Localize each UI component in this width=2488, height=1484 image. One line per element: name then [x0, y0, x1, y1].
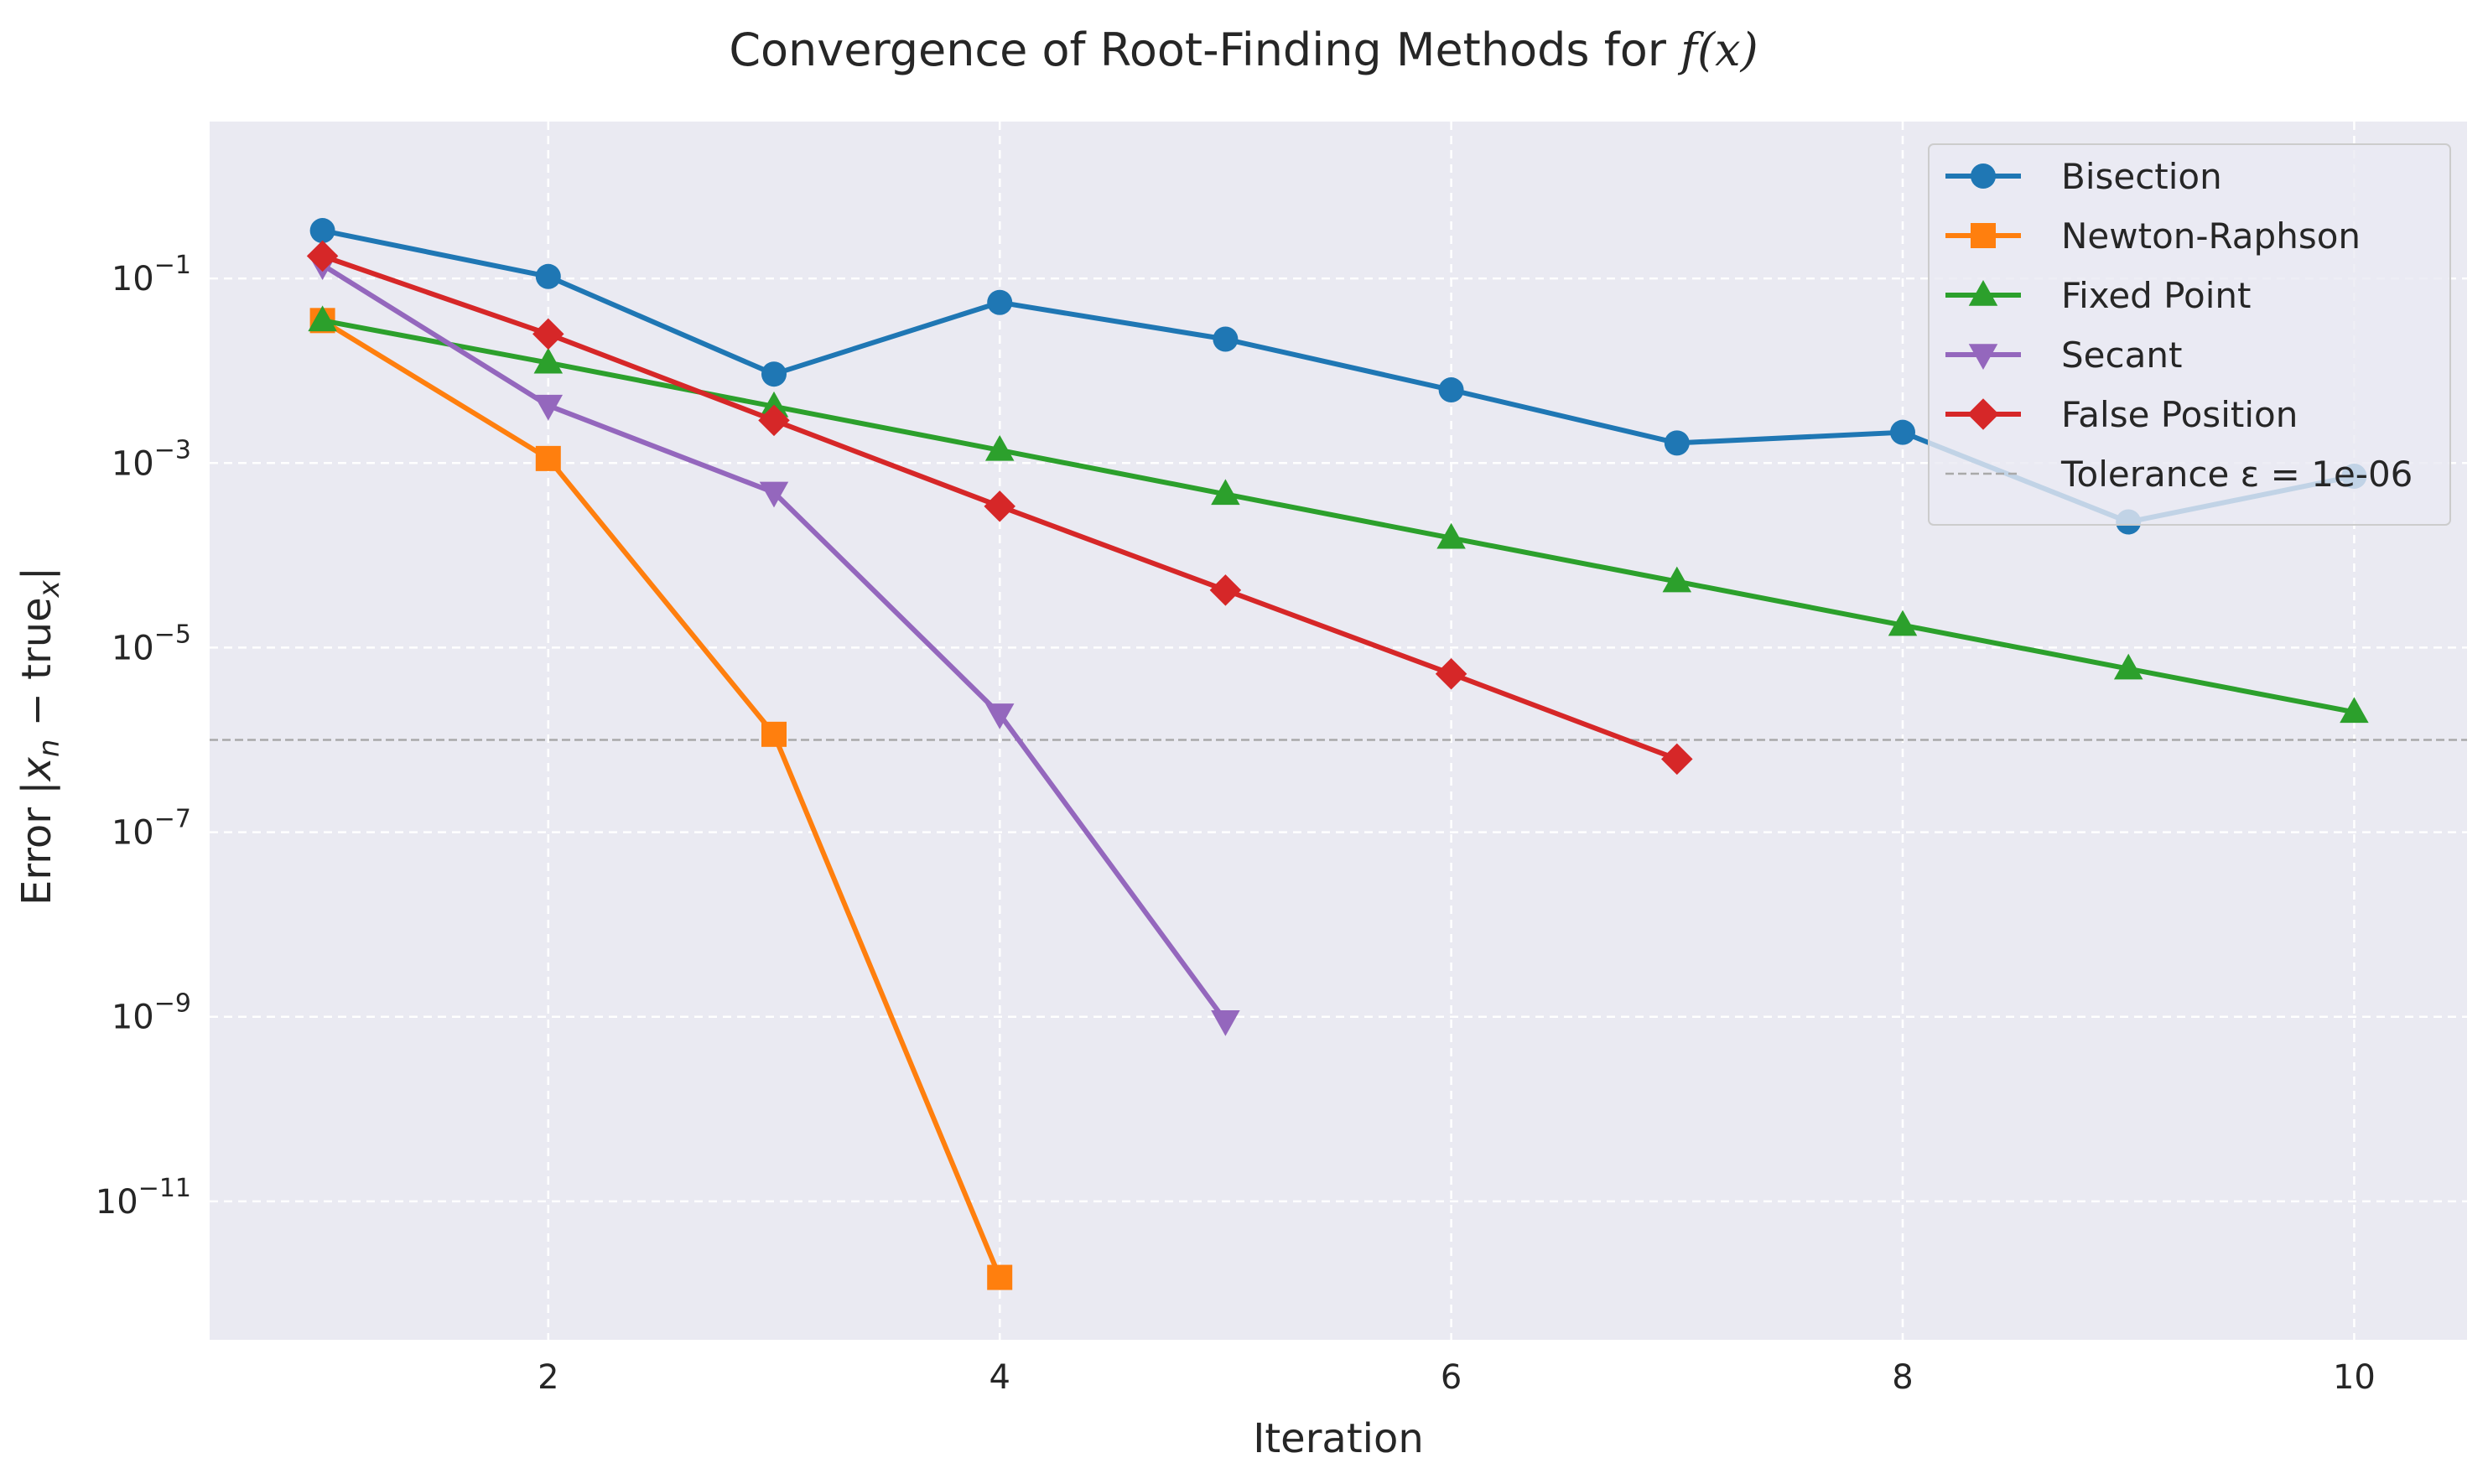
legend-label: Fixed Point: [2061, 275, 2251, 316]
data-point-false-position: [758, 404, 790, 437]
data-point-newton-raphson: [535, 445, 561, 471]
y-tick-label: 10−7: [112, 805, 191, 853]
x-tick-label: 2: [538, 1358, 558, 1397]
data-point-bisection: [987, 289, 1013, 315]
legend-marker-false-position: [1967, 398, 1999, 430]
data-point-secant: [533, 394, 564, 421]
data-point-bisection: [1213, 326, 1239, 352]
x-axis-label: Iteration: [1253, 1415, 1424, 1462]
data-point-bisection: [535, 263, 561, 289]
data-point-fixed-point: [2113, 653, 2143, 680]
series-layer: [306, 218, 2369, 1290]
data-point-fixed-point: [533, 347, 564, 374]
data-point-fixed-point: [308, 305, 337, 332]
data-point-bisection: [761, 361, 787, 387]
data-point-fixed-point: [1888, 610, 1918, 636]
legend-label: False Position: [2061, 394, 2298, 435]
y-tick-label: 10−1: [112, 251, 191, 298]
x-axis-ticks: 2 4 6 8 10: [538, 1358, 2376, 1397]
series-fixed-point: [308, 305, 2369, 724]
chart-title: Convergence of Root-Finding Methods for …: [729, 23, 1758, 76]
data-point-secant: [984, 703, 1015, 729]
chart-title-math: f(x): [1677, 23, 1758, 76]
data-point-bisection: [1664, 430, 1690, 456]
legend-box: [1928, 143, 2451, 526]
x-tick-label: 4: [989, 1358, 1010, 1397]
legend-marker-newton-raphson: [1971, 223, 1996, 248]
y-tick-label: 10−11: [96, 1174, 191, 1222]
data-point-secant: [759, 481, 789, 508]
data-point-secant: [1211, 1010, 1240, 1036]
data-point-fixed-point: [984, 434, 1015, 461]
data-point-fixed-point: [1436, 522, 1466, 549]
legend: Bisection Newton-Raphson Fixed Point Secant…: [1928, 143, 2451, 526]
y-axis-ticks: 10−11 10−9 10−7 10−5 10−3 10−1: [96, 251, 191, 1222]
y-axis-label: Error |xn − truex|: [13, 567, 66, 905]
legend-label: Newton-Raphson: [2061, 215, 2361, 257]
y-tick-label: 10−9: [112, 989, 191, 1037]
legend-label: Secant: [2061, 335, 2182, 376]
x-tick-label: 6: [1441, 1358, 1462, 1397]
legend-marker-fixed-point: [1968, 280, 1998, 306]
data-point-false-position: [532, 318, 564, 350]
x-tick-label: 8: [1892, 1358, 1913, 1397]
data-point-fixed-point: [1662, 566, 1692, 593]
data-point-newton-raphson: [987, 1264, 1013, 1290]
y-tick-label: 10−5: [112, 620, 191, 667]
x-tick-label: 10: [2333, 1358, 2376, 1397]
series-false-position: [306, 240, 1693, 776]
data-point-bisection: [1438, 377, 1464, 403]
data-point-newton-raphson: [761, 721, 787, 747]
data-point-false-position: [1435, 657, 1467, 690]
data-point-false-position: [1661, 743, 1693, 776]
series-line-fixed-point: [322, 318, 2355, 715]
data-point-false-position: [306, 240, 339, 272]
legend-marker-bisection: [1971, 163, 1996, 189]
series-secant: [308, 254, 1240, 1036]
legend-label: Bisection: [2061, 156, 2222, 197]
y-tick-label: 10−3: [112, 435, 191, 483]
data-point-bisection: [1890, 419, 1915, 445]
data-point-false-position: [1209, 574, 1242, 606]
data-point-fixed-point: [1211, 479, 1240, 506]
data-point-bisection: [309, 218, 335, 244]
legend-label: Tolerance ε = 1e-06: [2060, 454, 2413, 495]
legend-marker-secant: [1968, 344, 1998, 370]
data-point-fixed-point: [759, 391, 789, 418]
data-point-false-position: [984, 490, 1015, 522]
series-line-newton-raphson: [321, 318, 1002, 1279]
data-point-fixed-point: [2340, 697, 2369, 724]
